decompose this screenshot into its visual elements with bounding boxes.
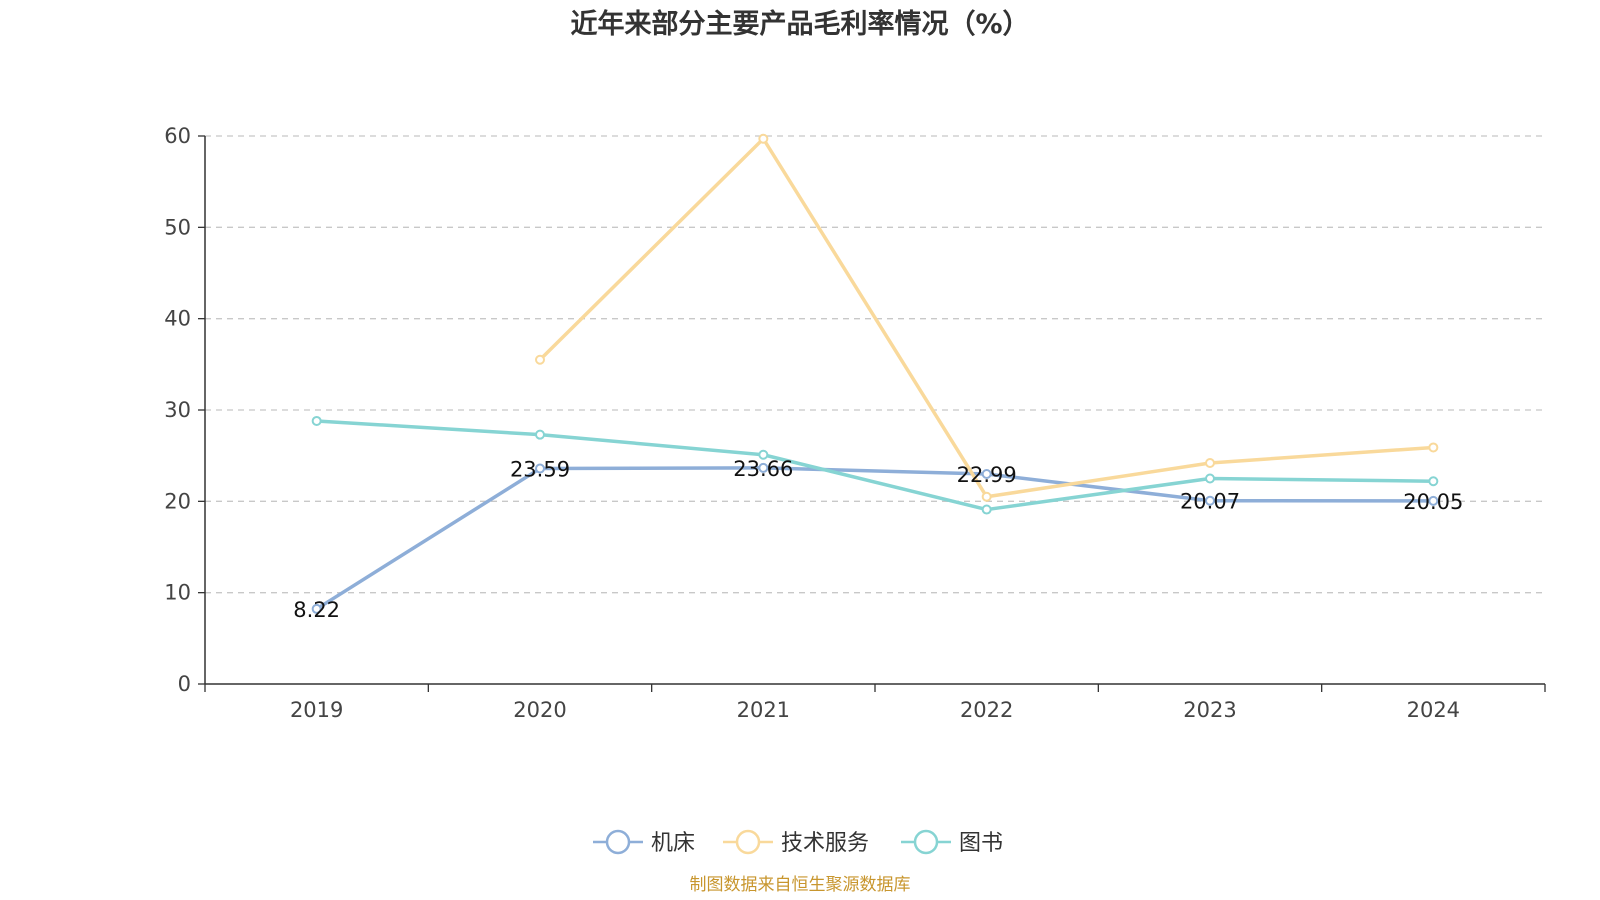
axes: 0 10 20 30 40 50 60 2019 2020 2021 2022 2023 2024 bbox=[164, 124, 1546, 722]
data-label-0-2019: 8.22 bbox=[293, 598, 340, 622]
data-label-0-2023: 20.07 bbox=[1180, 490, 1240, 514]
chart-title: 近年来部分主要产品毛利率情况（%） bbox=[570, 8, 1029, 40]
series-1-point-2024[interactable] bbox=[1428, 442, 1439, 453]
legend: 机床 技术服务 图书 bbox=[593, 829, 1003, 856]
x-tick-label-2020: 2020 bbox=[513, 698, 566, 722]
legend-item-0[interactable]: 机床 bbox=[593, 829, 695, 856]
series-1-point-2021[interactable] bbox=[758, 133, 769, 144]
series-2-point-2020[interactable] bbox=[535, 429, 545, 440]
series-1-point-2020[interactable] bbox=[535, 354, 545, 365]
series-2-point-2024[interactable] bbox=[1428, 476, 1439, 487]
series-0-point-2023[interactable] bbox=[1205, 495, 1215, 506]
data-label-0-2020: 23.59 bbox=[510, 458, 570, 482]
y-tick-label-30: 30 bbox=[164, 398, 191, 422]
series-lines bbox=[311, 133, 1439, 614]
legend-circle-symbol bbox=[913, 829, 939, 855]
legend-label-2: 图书 bbox=[959, 831, 1003, 856]
legend-item-1[interactable]: 技术服务 bbox=[723, 829, 869, 856]
x-tick-label-2022: 2022 bbox=[960, 698, 1013, 722]
series-2 bbox=[311, 415, 1439, 515]
legend-circle-symbol bbox=[735, 829, 761, 855]
series-line-2 bbox=[316, 419, 1434, 512]
series-line-0 bbox=[315, 466, 1434, 611]
data-label-0-2021: 23.66 bbox=[733, 457, 793, 481]
x-tick-label-2023: 2023 bbox=[1183, 698, 1236, 722]
series-2-point-2021[interactable] bbox=[758, 449, 769, 460]
data-label-0-2024: 20.05 bbox=[1403, 490, 1463, 514]
series-0-point-2022[interactable] bbox=[981, 469, 992, 480]
x-tick-label-2024: 2024 bbox=[1407, 698, 1460, 722]
series-2-point-2019[interactable] bbox=[311, 415, 322, 426]
source-note: 制图数据来自恒生聚源数据库 bbox=[690, 875, 911, 895]
series-0 bbox=[311, 462, 1439, 614]
legend-item-2[interactable]: 图书 bbox=[901, 829, 1003, 856]
series-line-1 bbox=[538, 136, 1434, 499]
series-0-point-2020[interactable] bbox=[535, 463, 545, 474]
x-tick-label-2019: 2019 bbox=[290, 698, 343, 722]
y-tick-label-50: 50 bbox=[164, 215, 191, 239]
y-tick-label-40: 40 bbox=[164, 307, 191, 331]
legend-label-1: 技术服务 bbox=[781, 831, 869, 856]
data-labels: 8.22 23.59 23.66 22.99 20.07 20.05 bbox=[293, 457, 1463, 622]
legend-circle-symbol bbox=[605, 829, 631, 855]
series-1 bbox=[535, 133, 1439, 502]
legend-label-0: 机床 bbox=[651, 831, 695, 856]
series-1-point-2023[interactable] bbox=[1205, 457, 1215, 468]
series-2-point-2022[interactable] bbox=[981, 504, 992, 515]
series-0-point-2019[interactable] bbox=[311, 603, 322, 614]
y-tick-label-10: 10 bbox=[164, 581, 191, 605]
series-2-point-2023[interactable] bbox=[1205, 473, 1215, 484]
y-tick-label-0: 0 bbox=[178, 672, 191, 696]
x-tick-label-2021: 2021 bbox=[737, 698, 790, 722]
y-tick-label-20: 20 bbox=[164, 489, 191, 513]
grid-lines bbox=[205, 135, 1545, 594]
y-tick-label-60: 60 bbox=[164, 124, 191, 148]
data-label-0-2022: 22.99 bbox=[957, 463, 1017, 487]
series-0-point-2021[interactable] bbox=[758, 462, 769, 473]
series-0-point-2024[interactable] bbox=[1428, 495, 1439, 506]
series-1-point-2022[interactable] bbox=[981, 491, 992, 502]
